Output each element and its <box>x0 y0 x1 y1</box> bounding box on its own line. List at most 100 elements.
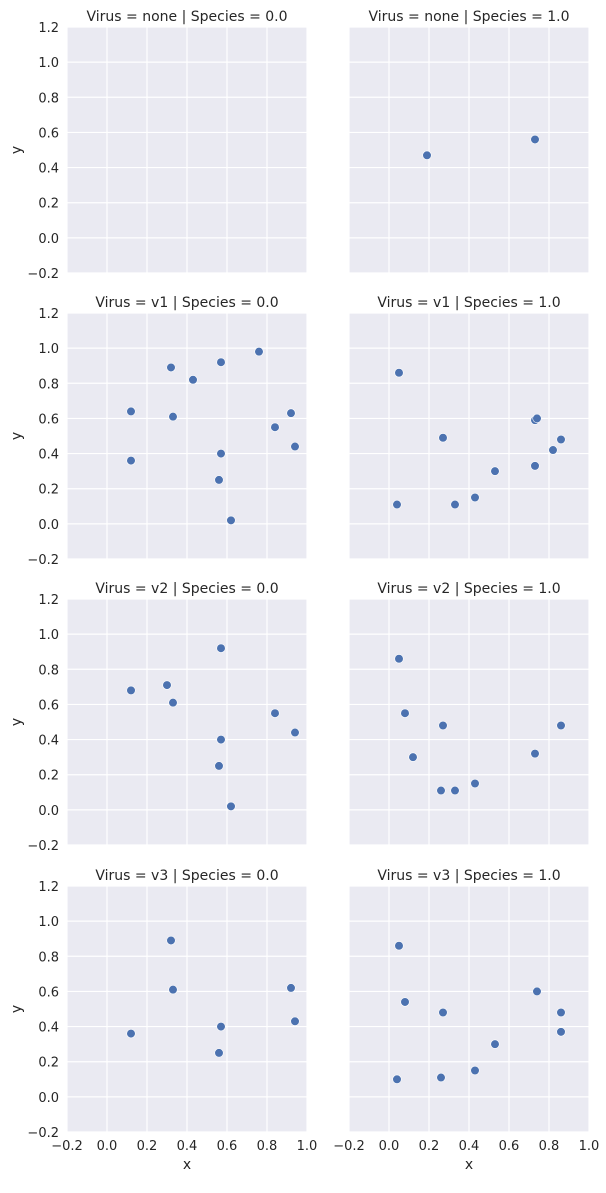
scatter-point <box>216 734 226 745</box>
y-tick-label: 1.2 <box>38 307 59 322</box>
x-tick-label: −0.2 <box>333 1139 365 1154</box>
x-tick-label: 1.0 <box>579 1139 600 1154</box>
scatter-point <box>470 1065 480 1076</box>
y-tick-label: 1.0 <box>38 56 59 71</box>
y-tick-label: 0.0 <box>38 518 59 533</box>
scatter-point <box>470 778 480 789</box>
y-axis-label: y <box>9 432 25 440</box>
scatter-point <box>216 357 226 367</box>
panel-title: Virus = v1 | Species = 0.0 <box>95 295 278 311</box>
scatter-point <box>214 761 224 771</box>
scatter-point <box>470 492 480 503</box>
x-tick-label: −0.2 <box>51 1139 83 1154</box>
y-tick-label: 0.0 <box>38 232 59 247</box>
scatter-point <box>216 448 226 459</box>
y-tick-label: 0.6 <box>38 126 59 141</box>
scatter-point <box>270 422 280 432</box>
panel-title: Virus = v3 | Species = 0.0 <box>95 868 278 884</box>
x-tick-label: 1.0 <box>297 1139 318 1154</box>
scatter-point <box>290 1016 300 1026</box>
scatter-point <box>254 347 264 357</box>
y-tick-label: 1.2 <box>38 593 59 608</box>
scatter-point <box>408 752 418 762</box>
scatter-point <box>556 1027 566 1037</box>
y-axis-label: y <box>9 146 25 154</box>
x-tick-label: 0.0 <box>379 1139 400 1154</box>
y-tick-label: 0.8 <box>38 91 59 106</box>
scatter-point <box>392 499 402 510</box>
y-tick-label: 1.2 <box>38 880 59 895</box>
scatter-point <box>166 362 176 373</box>
y-tick-label: 0.2 <box>38 483 59 498</box>
x-axis-label: x <box>183 1157 191 1173</box>
y-tick-label: 0.8 <box>38 950 59 965</box>
scatter-point <box>436 1072 446 1083</box>
scatter-point <box>166 935 176 946</box>
y-tick-label: 1.0 <box>38 628 59 643</box>
scatter-point <box>556 434 566 445</box>
scatter-point <box>490 1039 500 1049</box>
x-tick-label: 0.4 <box>177 1139 198 1154</box>
y-tick-label: −0.2 <box>27 839 59 854</box>
x-tick-label: 0.2 <box>137 1139 158 1154</box>
y-tick-label: 0.6 <box>38 698 59 713</box>
scatter-point <box>450 499 460 510</box>
scatter-point <box>556 1007 566 1018</box>
y-tick-label: 0.0 <box>38 1091 59 1106</box>
scatter-point <box>394 941 404 951</box>
y-tick-label: 1.0 <box>38 915 59 930</box>
scatter-point <box>400 708 410 718</box>
y-tick-label: 0.2 <box>38 769 59 784</box>
scatter-point <box>530 749 540 759</box>
scatter-point <box>532 413 542 424</box>
scatter-point <box>290 441 300 452</box>
panel-title: Virus = none | Species = 0.0 <box>86 9 287 25</box>
y-tick-label: 0.8 <box>38 377 59 392</box>
scatter-point <box>436 785 446 796</box>
y-tick-label: −0.2 <box>27 553 59 568</box>
scatter-point <box>438 433 448 443</box>
scatter-point <box>394 654 404 664</box>
y-tick-label: 0.4 <box>38 734 59 749</box>
y-tick-label: 0.0 <box>38 804 59 819</box>
y-tick-label: 0.8 <box>38 663 59 678</box>
y-tick-label: 0.6 <box>38 985 59 1000</box>
scatter-point <box>126 1028 136 1039</box>
y-tick-label: 0.2 <box>38 197 59 212</box>
y-tick-label: −0.2 <box>27 267 59 282</box>
scatter-point <box>168 412 178 422</box>
y-tick-label: 0.2 <box>38 1056 59 1071</box>
scatter-point <box>530 134 540 145</box>
y-axis-label: y <box>9 718 25 726</box>
scatter-point <box>394 368 404 378</box>
scatter-point <box>290 727 300 738</box>
scatter-point <box>216 1021 226 1032</box>
x-tick-label: 0.4 <box>459 1139 480 1154</box>
scatter-point <box>126 456 136 466</box>
scatter-point <box>286 983 296 993</box>
scatter-point <box>188 375 198 385</box>
scatter-point <box>392 1074 402 1084</box>
x-tick-label: 0.8 <box>539 1139 560 1154</box>
x-tick-label: 0.8 <box>257 1139 278 1154</box>
scatter-point <box>548 445 558 455</box>
scatter-point <box>162 680 172 690</box>
panel-title: Virus = v1 | Species = 1.0 <box>377 295 560 311</box>
y-tick-label: 0.6 <box>38 412 59 427</box>
scatter-point <box>226 515 236 525</box>
y-tick-label: −0.2 <box>27 1126 59 1141</box>
scatter-point <box>438 720 448 731</box>
x-tick-label: 0.6 <box>499 1139 520 1154</box>
scatter-point <box>556 720 566 731</box>
scatter-point <box>214 1048 224 1058</box>
scatter-point <box>490 466 500 476</box>
y-tick-label: 0.4 <box>38 448 59 463</box>
scatter-point <box>216 643 226 653</box>
x-tick-label: 0.2 <box>419 1139 440 1154</box>
y-tick-label: 1.2 <box>38 21 59 36</box>
panel-title: Virus = none | Species = 1.0 <box>368 9 569 25</box>
x-tick-label: 0.6 <box>217 1139 238 1154</box>
y-axis-label: y <box>9 1005 25 1013</box>
